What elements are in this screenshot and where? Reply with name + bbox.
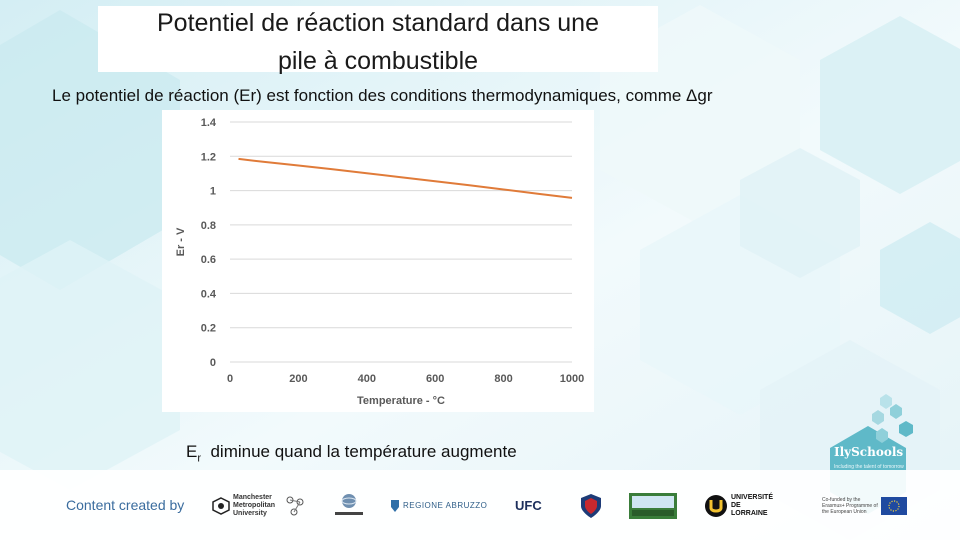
y-tick-label: 0.2	[201, 323, 216, 335]
x-tick-label: 200	[289, 373, 307, 385]
title-background	[98, 6, 658, 72]
small-hexagon	[890, 404, 902, 419]
title-line-1: Potentiel de réaction standard dans une	[157, 9, 599, 37]
chart-caption: Er diminue quand la température augmente	[186, 442, 517, 464]
decorative-small-hexagons	[872, 394, 902, 425]
regione-abruzzo-logo: REGIONE ABRUZZO	[390, 492, 487, 520]
x-tick-label: 800	[494, 373, 512, 385]
hexagon-shape	[0, 10, 180, 290]
lorraine-logo-text: UNIVERSITÉ DE LORRAINE	[731, 494, 774, 517]
hexagon-shape	[880, 222, 960, 334]
partner-logo-globe-icon	[335, 494, 363, 515]
caption-symbol: E	[186, 442, 198, 461]
x-axis-label: Temperature - °C	[357, 395, 445, 407]
eu-flag-icon	[881, 497, 907, 515]
small-hexagon	[872, 410, 884, 425]
lorraine-emblem-icon	[705, 495, 727, 517]
hexagon-shape	[820, 16, 960, 194]
slide-title: Potentiel de réaction standard dans une …	[98, 4, 658, 80]
eu-logo-text: Co-funded by the Erasmus+ Programme of t…	[822, 497, 878, 515]
caption-subscript: r	[197, 452, 202, 465]
partner-logo-building-icon	[629, 493, 677, 519]
x-tick-label: 1000	[560, 373, 584, 385]
y-tick-label: 0	[210, 357, 216, 369]
ilyschools-name: IlySchools	[834, 445, 903, 459]
y-tick-label: 1.4	[201, 117, 217, 129]
hexagon-shape	[740, 148, 860, 278]
x-tick-label: 400	[358, 373, 376, 385]
line-chart: 0 0.2 0.4 0.6 0.8 1 1.2 1.4 0 200 400 600 800 1000 Tem…	[175, 117, 584, 407]
manchester-logo: Manchester Metropolitan University	[212, 492, 281, 520]
y-tick-label: 0.8	[201, 220, 216, 232]
universite-lorraine-logo: UNIVERSITÉ DE LORRAINE	[704, 492, 773, 520]
partner-logo-network-icon	[286, 496, 304, 516]
ufc-logo: UFC	[515, 492, 542, 520]
footer-bar	[0, 470, 960, 540]
y-tick-label: 0.6	[201, 254, 216, 266]
y-axis-label: Er - V	[175, 227, 187, 256]
content-credit: Content created by	[66, 497, 185, 513]
small-hexagon	[876, 428, 888, 443]
regione-logo-text: REGIONE ABRUZZO	[403, 501, 488, 510]
ilyschools-tagline: Including the talent of tomorrow	[834, 464, 904, 470]
title-line-2: pile à combustible	[277, 47, 479, 75]
y-tick-label: 1.2	[201, 151, 216, 163]
decorative-small-hexagon	[899, 421, 913, 437]
y-tick-label: 0.4	[201, 288, 217, 300]
partner-logo-shield-icon	[581, 494, 601, 518]
x-tick-label: 0	[227, 373, 233, 385]
y-tick-label: 1	[210, 186, 216, 198]
series-line-er	[238, 157, 573, 199]
manchester-logo-text: Manchester Metropolitan University	[233, 494, 275, 517]
small-hexagon	[880, 394, 892, 409]
hexagon-shape	[0, 240, 180, 490]
ufc-logo-text: UFC	[515, 498, 542, 513]
small-hexagon	[899, 421, 913, 437]
regione-shield-icon	[391, 500, 399, 512]
manchester-emblem-icon	[212, 497, 230, 515]
caption-text: diminue quand la température augmente	[210, 442, 517, 461]
eu-erasmus-logo: Co-funded by the Erasmus+ Programme of t…	[822, 492, 907, 520]
slide-subtitle: Le potentiel de réaction (Er) est foncti…	[52, 86, 713, 105]
chart-container: 0 0.2 0.4 0.6 0.8 1 1.2 1.4 0 200 400 600 800 1000 Tem…	[162, 110, 594, 412]
x-tick-label: 600	[426, 373, 444, 385]
